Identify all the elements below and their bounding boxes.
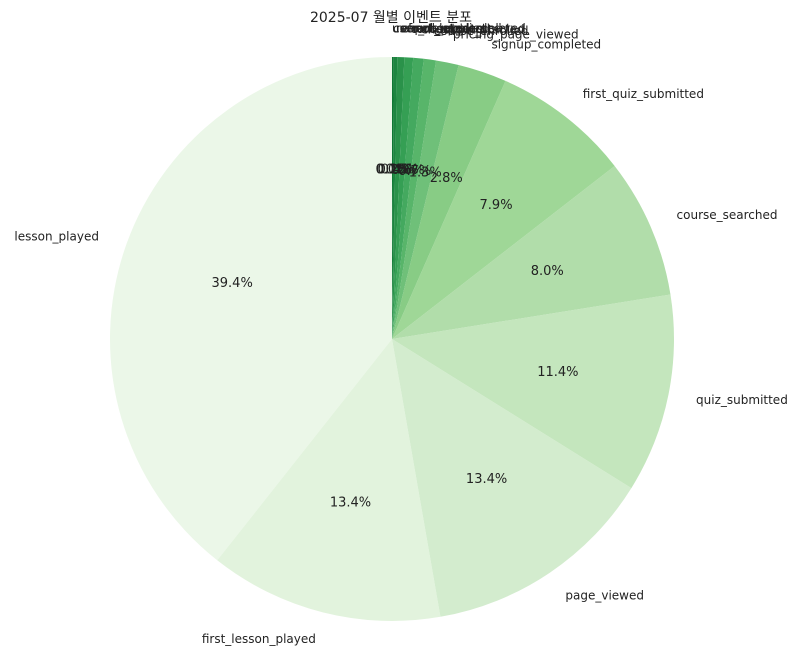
slice-pct-checkout-completed: 0.4%	[381, 162, 414, 177]
slice-pct-signup-completed: 2.8%	[430, 171, 463, 186]
labels-group: lesson_played 39.4% first_lesson_played 13.…	[14, 21, 787, 646]
slice-label-signup-completed: signup_completed	[491, 38, 601, 52]
slice-page-viewed	[392, 339, 632, 617]
slice-first-lesson-played	[217, 339, 441, 621]
slice-label-quiz-submitted: quiz_submitted	[696, 393, 788, 407]
chart-title: 2025-07 월별 이벤트 분포	[310, 10, 472, 26]
slice-pct-checkout-started: 0.6%	[391, 163, 424, 178]
slice-pct-lesson-played: 39.4%	[212, 276, 253, 291]
slice-pct-quiz-submitted: 11.4%	[537, 365, 578, 380]
slice-label-first-quiz-submitted: first_quiz_submitted	[583, 87, 704, 101]
slice-label-page-viewed: page_viewed	[565, 589, 644, 603]
slice-pct-first-lesson-played: 13.4%	[330, 496, 371, 511]
slice-pct-pricing-page-viewed: 1.3%	[409, 166, 442, 181]
slice-pct-coupon-applied: 0.1%	[376, 162, 409, 177]
slice-pct-refund-requested: 0.2%	[378, 162, 411, 177]
slice-pct-course-enrolled: 0.7%	[398, 164, 431, 179]
slice-label-user-deleted: user_deleted	[392, 21, 470, 35]
slice-signup-completed	[392, 64, 506, 339]
slice-pct-user-deleted: 0.0%	[375, 162, 408, 177]
slice-label-coupon-applied: coupon_applied	[393, 21, 487, 35]
slice-label-cart-updated: cart_updated	[410, 22, 490, 36]
slices-group	[110, 57, 674, 621]
slice-label-checkout-completed: checkout_completed	[402, 21, 526, 35]
slice-label-course-enrolled: course_enrolled	[434, 24, 529, 38]
slice-label-course-searched: course_searched	[677, 208, 778, 222]
slice-refund-requested	[392, 57, 398, 339]
slice-label-pricing-page-viewed: pricing_page_viewed	[453, 27, 579, 41]
slice-label-checkout-started: checkout_started	[421, 23, 524, 37]
slice-label-first-lesson-played: first_lesson_played	[202, 632, 316, 646]
slice-pct-first-quiz-submitted: 7.9%	[480, 198, 513, 213]
slice-label-refund-requested: refund_requested	[396, 21, 502, 35]
slice-label-lesson-played: lesson_played	[14, 230, 99, 244]
slice-pct-course-searched: 8.0%	[531, 264, 564, 279]
slice-checkout-completed	[392, 57, 405, 340]
slice-pricing-page-viewed	[392, 60, 459, 340]
slice-coupon-applied	[392, 57, 394, 339]
slice-course-enrolled	[392, 58, 437, 340]
slice-checkout-started	[392, 57, 424, 339]
slice-lesson-played	[110, 57, 392, 561]
slice-pct-cart-updated: 0.5%	[386, 163, 419, 178]
slice-course-searched	[392, 165, 671, 339]
slice-cart-updated	[392, 57, 414, 340]
slice-first-quiz-submitted	[392, 80, 615, 339]
slice-pct-page-viewed: 13.4%	[466, 472, 507, 487]
slice-quiz-submitted	[392, 294, 674, 489]
